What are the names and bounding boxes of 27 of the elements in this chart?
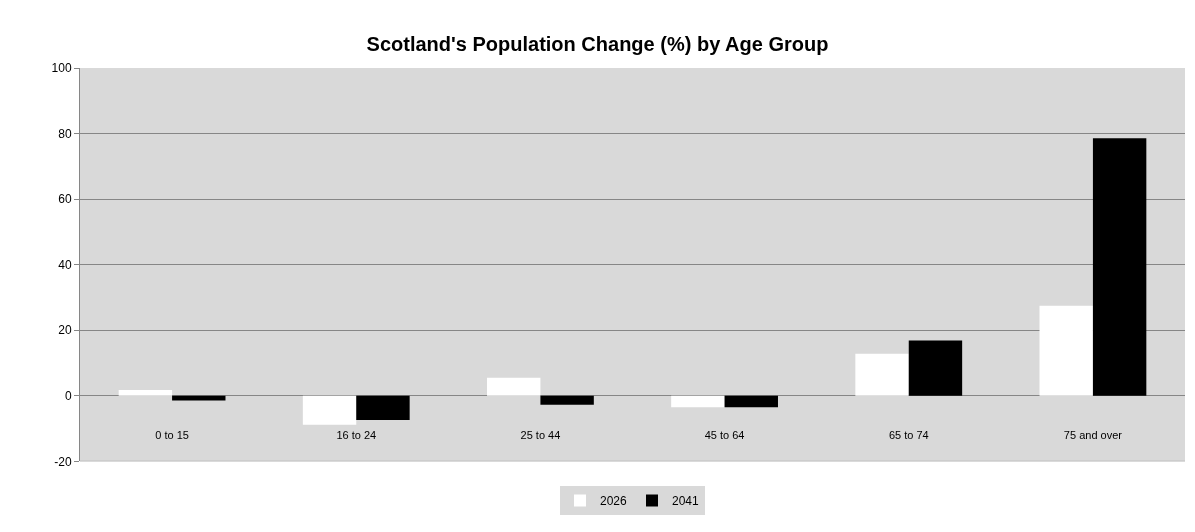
bar xyxy=(671,395,725,408)
legend-label: 2026 xyxy=(600,494,628,509)
chart-title: Scotland's Population Change (%) by Age Group xyxy=(366,33,829,56)
bar xyxy=(356,395,410,421)
x-tick-label: 25 to 44 xyxy=(520,428,561,441)
x-tick-label: 16 to 24 xyxy=(336,428,377,441)
bar xyxy=(855,353,909,396)
bar xyxy=(302,395,357,425)
x-tick-label: 75 and over xyxy=(1063,428,1123,441)
x-tick-label: 0 to 15 xyxy=(155,428,189,441)
y-tick-label: -20 xyxy=(54,454,72,469)
bar xyxy=(118,389,173,396)
legend-label: 2041 xyxy=(672,494,700,509)
y-tick-label: 40 xyxy=(58,257,72,272)
bar xyxy=(908,340,963,396)
bar xyxy=(540,395,594,405)
y-tick-label: 80 xyxy=(58,126,72,141)
x-tick-label: 45 to 64 xyxy=(704,428,745,441)
bar xyxy=(1039,305,1093,396)
y-tick-label: 60 xyxy=(58,192,72,207)
bar xyxy=(1092,138,1147,396)
y-tick-label: 0 xyxy=(64,389,72,403)
y-tick-label: 100 xyxy=(51,61,72,76)
bar xyxy=(724,395,778,408)
x-tick-label: 65 to 74 xyxy=(888,428,929,441)
y-tick-label: 20 xyxy=(58,323,72,338)
bar xyxy=(487,377,541,396)
